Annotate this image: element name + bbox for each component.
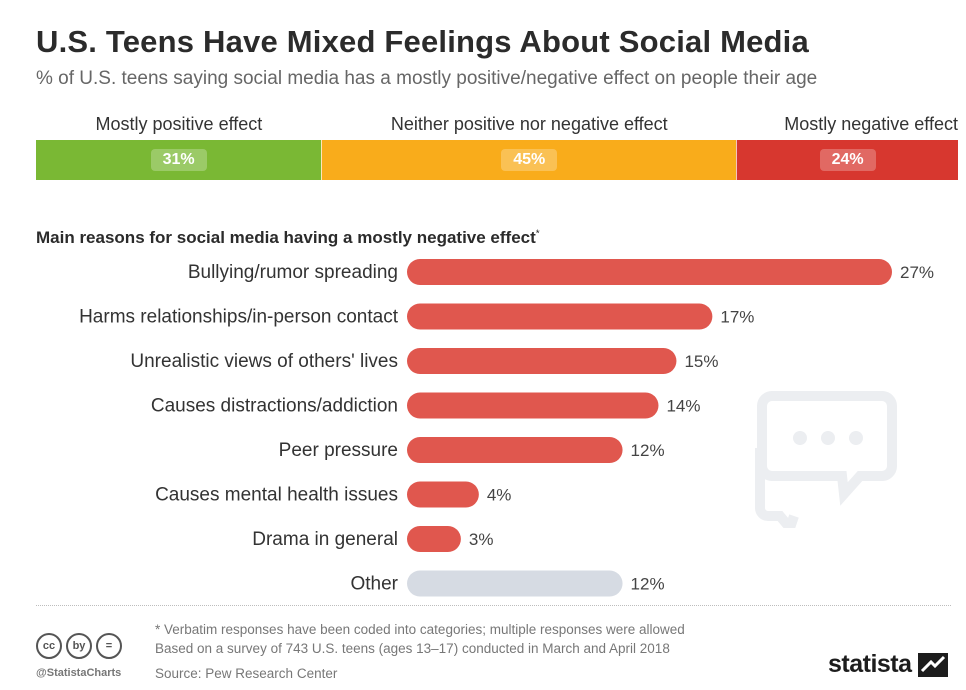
bar-value-label: 3% bbox=[469, 530, 494, 549]
chat-bubbles-icon bbox=[755, 391, 897, 528]
source-text: Source: Pew Research Center bbox=[155, 666, 338, 681]
bar-category-label: Harms relationships/in-person contact bbox=[79, 307, 399, 328]
stacked-value-positive: 31% bbox=[150, 149, 207, 171]
stacked-bar: 31% 45% 24% bbox=[36, 140, 958, 180]
bar bbox=[407, 392, 659, 419]
section-heading: Main reasons for social media having a m… bbox=[36, 228, 540, 248]
footnote: * Verbatim responses have been coded int… bbox=[155, 620, 685, 658]
footer-divider bbox=[36, 605, 951, 606]
section-heading-text: Main reasons for social media having a m… bbox=[36, 228, 536, 247]
bar bbox=[407, 570, 623, 597]
attribution-icon: by bbox=[66, 633, 92, 659]
bar-value-label: 14% bbox=[666, 397, 700, 416]
bar-value-label: 12% bbox=[631, 441, 665, 460]
stacked-value-neutral: 45% bbox=[501, 149, 558, 171]
bar-value-label: 4% bbox=[487, 486, 512, 505]
stacked-label-positive: Mostly positive effect bbox=[95, 114, 263, 134]
statista-logo-icon bbox=[917, 652, 948, 677]
bar bbox=[407, 526, 461, 552]
bar-category-label: Causes distractions/addiction bbox=[151, 396, 398, 417]
bar-value-label: 17% bbox=[720, 308, 754, 327]
bar-category-label: Other bbox=[350, 574, 398, 595]
license-icons: cc by = bbox=[36, 633, 122, 659]
bar-category-label: Unrealistic views of others' lives bbox=[130, 351, 398, 372]
bar-value-label: 15% bbox=[684, 352, 718, 371]
reasons-bar-chart: Bullying/rumor spreading 27% Harms relatio… bbox=[79, 259, 934, 597]
bar-category-label: Peer pressure bbox=[279, 440, 398, 461]
bar-category-label: Drama in general bbox=[252, 529, 398, 550]
stacked-value-negative: 24% bbox=[819, 149, 876, 171]
bar bbox=[407, 437, 623, 463]
no-derivatives-icon: = bbox=[96, 633, 122, 659]
bar-category-label: Bullying/rumor spreading bbox=[188, 262, 398, 283]
chart-title: U.S. Teens Have Mixed Feelings About Soc… bbox=[36, 24, 809, 59]
stacked-segment-positive: 31% bbox=[36, 140, 322, 180]
bar-value-label: 27% bbox=[900, 263, 934, 282]
stacked-segment-neutral: 45% bbox=[321, 140, 737, 180]
bar bbox=[407, 259, 892, 285]
stacked-label-neutral: Neither positive nor negative effect bbox=[390, 114, 668, 134]
footnote-note: * Verbatim responses have been coded int… bbox=[155, 622, 685, 637]
stacked-labels: Mostly positive effect Neither positive … bbox=[36, 114, 958, 138]
bar bbox=[407, 481, 479, 508]
twitter-handle: @StatistaCharts bbox=[36, 667, 122, 679]
footnote-survey: Based on a survey of 743 U.S. teens (age… bbox=[155, 641, 670, 656]
statista-logo[interactable]: statista bbox=[828, 650, 948, 679]
stacked-label-negative: Mostly negative effect bbox=[784, 114, 958, 134]
chart-subtitle: % of U.S. teens saying social media has … bbox=[36, 68, 818, 89]
bar bbox=[407, 303, 713, 330]
bar-value-label: 12% bbox=[631, 575, 665, 594]
stacked-segment-negative: 24% bbox=[736, 140, 958, 180]
bar bbox=[407, 348, 677, 374]
statista-logo-text: statista bbox=[828, 650, 912, 678]
creative-commons-icon: cc bbox=[36, 633, 62, 659]
bar-category-label: Causes mental health issues bbox=[155, 485, 398, 506]
section-heading-asterisk: * bbox=[535, 228, 540, 240]
